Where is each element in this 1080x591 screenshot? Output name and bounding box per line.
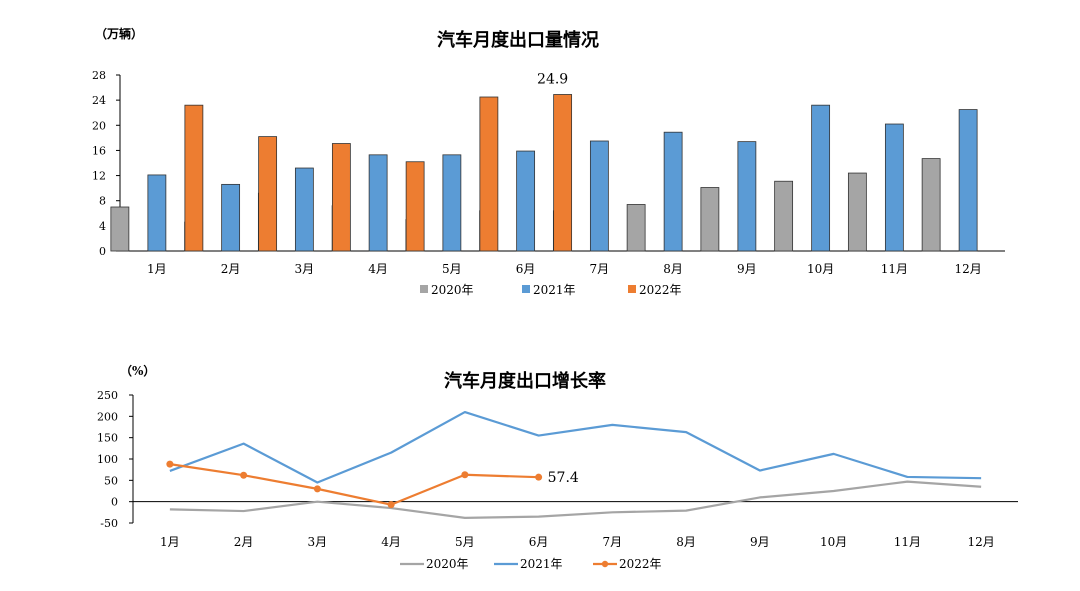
line-x-tick-label: 5月 xyxy=(455,535,475,549)
bar-unit-label: （万辆） xyxy=(95,26,143,41)
bar-x-tick-label: 7月 xyxy=(590,262,610,276)
bar-2021年-1月 xyxy=(147,174,167,252)
bar-legend-label: 2020年 xyxy=(431,283,474,297)
bar-x-tick-label: 2月 xyxy=(221,262,241,276)
line-legend-marker xyxy=(601,560,609,568)
bar-x-tick-label: 9月 xyxy=(737,262,757,276)
bar-2021年-2月 xyxy=(221,183,241,252)
bar-2022年-5月 xyxy=(479,96,499,252)
line-y-tick-label: 0 xyxy=(111,496,118,509)
bar-y-tick-label: 8 xyxy=(99,195,106,208)
bar-x-tick-label: 11月 xyxy=(881,262,908,276)
bar-y-tick-label: 12 xyxy=(92,170,106,183)
bar-2021年-11月 xyxy=(884,123,904,252)
bar-2020年-10月 xyxy=(774,180,794,252)
line-series-2021年 xyxy=(169,410,982,484)
line-x-tick-label: 3月 xyxy=(308,535,328,549)
bar-legend-label: 2022年 xyxy=(639,283,682,297)
line-unit-label: （%） xyxy=(120,363,155,378)
line-y-tick-label: -50 xyxy=(100,517,118,530)
export-volume-chart: （万辆） 汽车月度出口量情况 0 4 8 12 16 20 24 28 1月 2月 3月 4月 5月 6月… xyxy=(92,26,1005,297)
line-series-2022年 xyxy=(169,463,539,506)
bar-2021年-8月 xyxy=(663,131,683,252)
bar-legend-item: 2022年 xyxy=(628,283,682,297)
bar-y-tick-label: 4 xyxy=(99,220,106,233)
line-x-tick-label: 6月 xyxy=(529,535,549,549)
bar-y-tick-label: 0 xyxy=(99,245,106,258)
bar-2021年-6月 xyxy=(516,150,536,252)
export-volume-chart-svg: （万辆） 汽车月度出口量情况 0 4 8 12 16 20 24 28 1月 2月 3月 4月 5月 6月… xyxy=(92,26,1005,297)
bar-x-tick-label: 10月 xyxy=(807,262,834,276)
bar-x-tick-label: 3月 xyxy=(295,262,315,276)
bar-legend-swatch xyxy=(522,285,530,293)
line-y-tick-label: 250 xyxy=(97,389,118,402)
line-x-tick-label: 12月 xyxy=(967,535,994,549)
bar-x-tick-label: 12月 xyxy=(954,262,981,276)
export-growth-chart-svg: （%） 汽车月度出口增长率 -50 0 50 100 150 200 250 1月 2月 3月 4月… xyxy=(97,363,1018,571)
bar-2021年-3月 xyxy=(294,167,314,252)
line-y-tick-label: 50 xyxy=(104,474,118,487)
line-x-tick-label: 9月 xyxy=(750,535,770,549)
line-point-2022年-1月 xyxy=(166,460,174,468)
line-point-2022年-4月 xyxy=(387,501,395,509)
bar-legend-swatch xyxy=(420,285,428,293)
bar-2020年-1月 xyxy=(110,206,130,252)
bar-data-label: 24.9 xyxy=(537,71,568,87)
bar-2021年-7月 xyxy=(589,140,609,252)
bar-y-tick-label: 16 xyxy=(92,144,106,157)
bar-2021年-12月 xyxy=(958,109,978,252)
line-legend-item: 2022年 xyxy=(593,557,662,571)
bar-legend-item: 2021年 xyxy=(522,283,576,297)
bar-2022年-2月 xyxy=(258,136,278,252)
bar-2022年-4月 xyxy=(405,161,425,252)
bar-y-tick-label: 20 xyxy=(92,119,106,132)
line-y-tick-label: 100 xyxy=(97,453,118,466)
bar-y-tick-label: 28 xyxy=(92,69,106,82)
line-legend-label: 2021年 xyxy=(520,557,563,571)
line-point-2022年-6月 xyxy=(535,473,543,481)
line-legend-item: 2020年 xyxy=(400,557,469,571)
bar-chart-title: 汽车月度出口量情况 xyxy=(437,29,599,51)
bar-legend-item: 2020年 xyxy=(420,283,474,297)
bar-2021年-5月 xyxy=(442,154,462,252)
line-y-tick-label: 150 xyxy=(97,432,118,445)
line-x-tick-label: 1月 xyxy=(160,535,180,549)
bar-legend-swatch xyxy=(628,285,636,293)
line-x-tick-label: 4月 xyxy=(381,535,401,549)
line-chart-title: 汽车月度出口增长率 xyxy=(444,370,606,392)
export-growth-chart: （%） 汽车月度出口增长率 -50 0 50 100 150 200 250 1月 2月 3月 4月… xyxy=(0,355,1080,591)
bar-2021年-4月 xyxy=(368,154,388,252)
bar-2022年-3月 xyxy=(331,143,351,252)
line-x-tick-label: 10月 xyxy=(820,535,847,549)
line-legend-label: 2022年 xyxy=(619,557,662,571)
line-x-tick-label: 2月 xyxy=(234,535,254,549)
bar-y-tick-label: 24 xyxy=(92,94,106,107)
bar-x-tick-label: 6月 xyxy=(516,262,536,276)
line-point-2022年-5月 xyxy=(461,471,469,479)
line-y-tick-label: 200 xyxy=(97,410,118,423)
bar-2021年-10月 xyxy=(811,104,831,252)
bar-x-tick-label: 4月 xyxy=(368,262,388,276)
bar-2022年-6月 xyxy=(553,94,573,252)
line-series-2020年 xyxy=(169,480,982,519)
bar-x-tick-label: 5月 xyxy=(442,262,462,276)
line-x-tick-label: 8月 xyxy=(676,535,696,549)
bar-2020年-9月 xyxy=(700,187,720,252)
line-data-label: 57.4 xyxy=(548,470,579,486)
line-x-tick-label: 7月 xyxy=(603,535,623,549)
line-legend-item: 2021年 xyxy=(494,557,563,571)
bar-2021年-9月 xyxy=(737,141,757,252)
bar-x-tick-label: 1月 xyxy=(147,262,167,276)
bar-legend-label: 2021年 xyxy=(533,283,576,297)
bar-2020年-8月 xyxy=(626,204,646,252)
line-point-2022年-3月 xyxy=(313,485,321,493)
bar-2020年-12月 xyxy=(921,158,941,252)
line-x-tick-label: 11月 xyxy=(894,535,921,549)
line-legend-label: 2020年 xyxy=(426,557,469,571)
line-point-2022年-2月 xyxy=(240,471,248,479)
bar-2022年-1月 xyxy=(184,104,204,252)
bar-x-tick-label: 8月 xyxy=(663,262,683,276)
bar-2020年-11月 xyxy=(847,172,867,252)
